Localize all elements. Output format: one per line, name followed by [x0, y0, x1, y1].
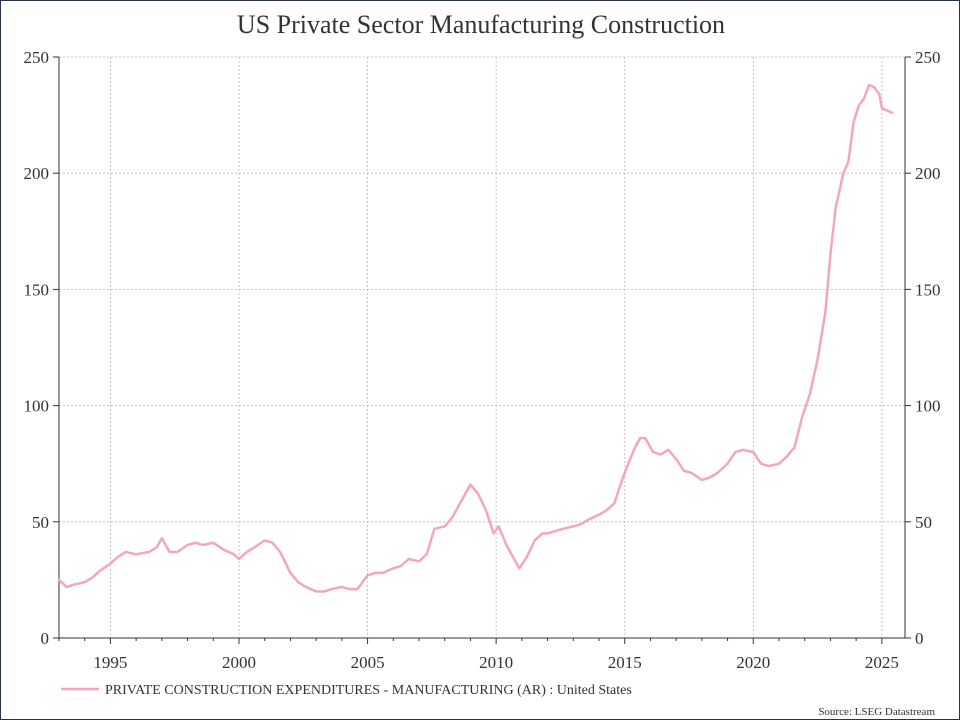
y-tick-label-left: 150	[24, 280, 50, 299]
x-tick-label: 2020	[736, 653, 770, 672]
x-tick-label: 2000	[222, 653, 256, 672]
y-tick-label-right: 200	[915, 164, 941, 183]
legend-label: PRIVATE CONSTRUCTION EXPENDITURES - MANU…	[105, 683, 632, 698]
y-tick-label-left: 250	[24, 48, 50, 67]
x-tick-label: 2010	[479, 653, 513, 672]
axes: 0 0 50 50 100 100 150 150 200 200 250 250 1995 2000 20…	[24, 48, 941, 672]
source-note: Source: LSEG Datastream	[818, 706, 935, 718]
x-tick-label: 1995	[93, 653, 127, 672]
y-tick-label-right: 0	[915, 629, 924, 648]
y-tick-label-right: 50	[915, 513, 932, 532]
y-tick-label-right: 150	[915, 280, 941, 299]
legend: PRIVATE CONSTRUCTION EXPENDITURES - MANU…	[61, 683, 632, 698]
gridlines	[59, 56, 905, 638]
x-tick-label: 2005	[351, 653, 385, 672]
chart-title: US Private Sector Manufacturing Construc…	[237, 10, 725, 39]
y-tick-label-left: 200	[24, 164, 50, 183]
y-tick-label-right: 100	[915, 397, 941, 416]
x-tick-label: 2025	[865, 653, 899, 672]
series-layer	[57, 83, 894, 593]
y-tick-label-left: 50	[32, 513, 49, 532]
y-tick-label-left: 0	[41, 629, 50, 648]
series-line-0	[57, 83, 894, 593]
y-tick-label-left: 100	[24, 397, 50, 416]
x-tick-label: 2015	[608, 653, 642, 672]
y-tick-label-right: 250	[915, 48, 941, 67]
